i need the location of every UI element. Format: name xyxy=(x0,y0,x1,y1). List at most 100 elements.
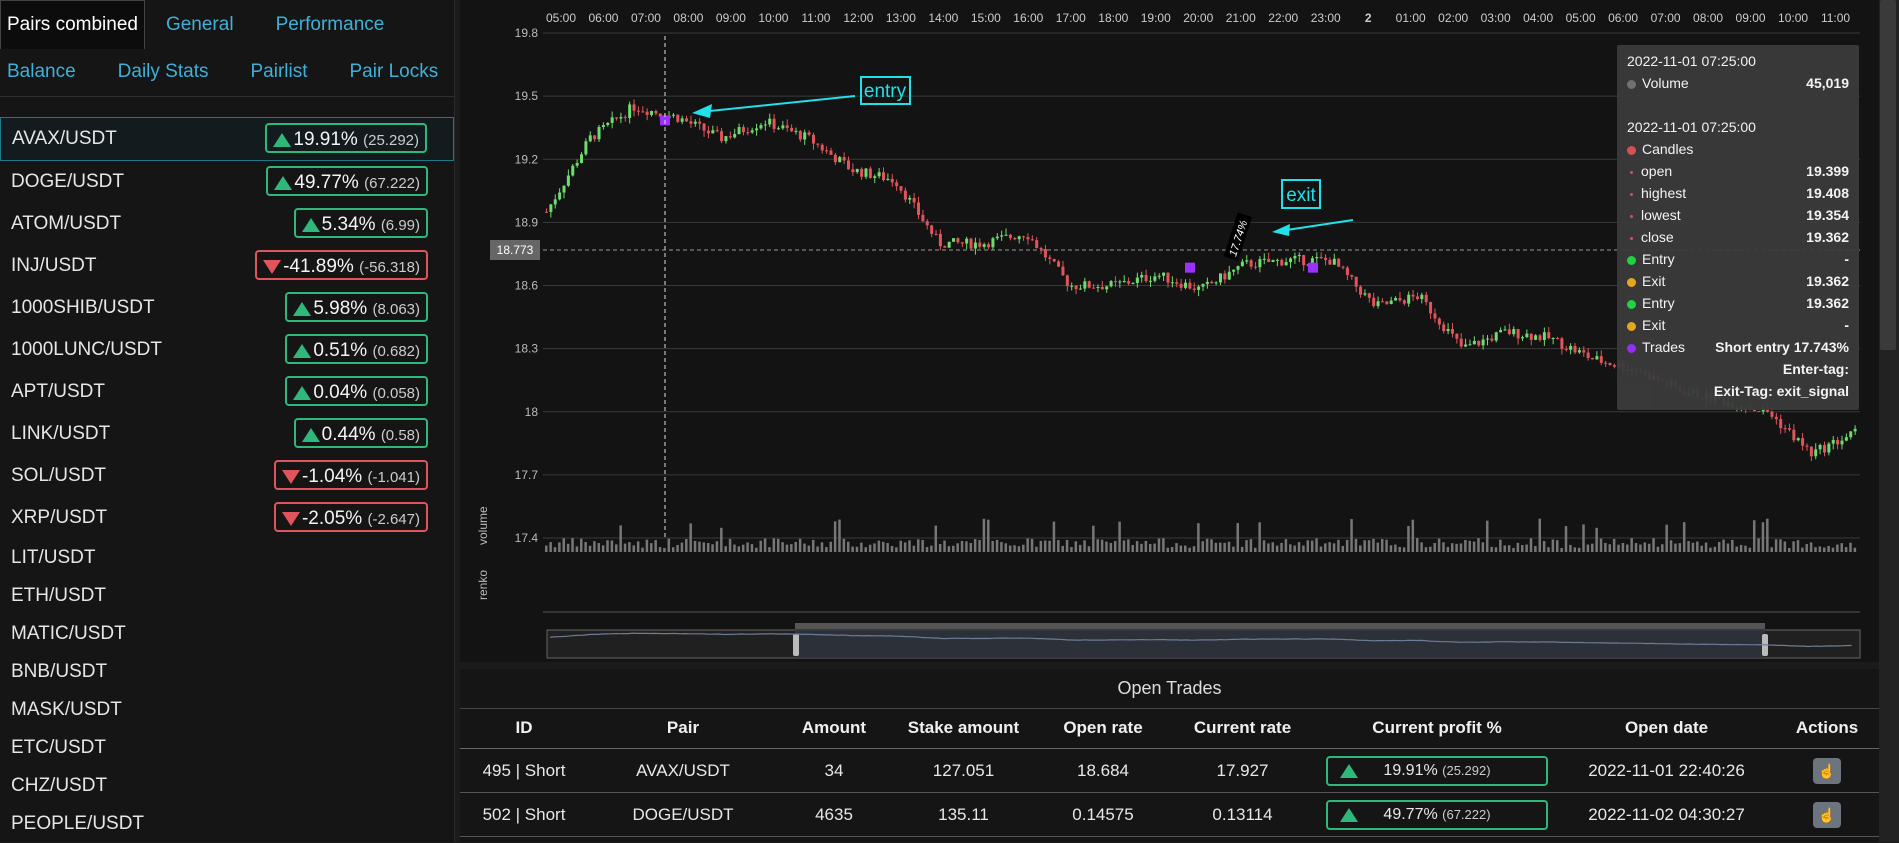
candle-body xyxy=(816,143,820,145)
tab-performance[interactable]: Performance xyxy=(275,13,385,35)
up-triangle-icon xyxy=(301,427,320,442)
candle-body xyxy=(1836,439,1840,445)
pair-item-bnb[interactable]: BNB/USDT xyxy=(0,653,454,691)
volume-bar xyxy=(1411,519,1415,552)
volume-bar xyxy=(1275,545,1279,552)
volume-bar xyxy=(1341,545,1345,552)
volume-bar xyxy=(1096,539,1099,552)
volume-bar xyxy=(1844,547,1848,552)
volume-bar xyxy=(1477,538,1480,552)
entry-dot-icon xyxy=(1627,255,1636,265)
volume-bar xyxy=(943,540,946,552)
pair-item-mask[interactable]: MASK/USDT xyxy=(0,691,454,729)
volume-bar xyxy=(1135,541,1139,552)
candle-body xyxy=(995,236,999,239)
volume-bar xyxy=(938,544,942,552)
hand-pointer-icon: ☝ xyxy=(1818,806,1836,823)
volume-bar xyxy=(1634,543,1638,552)
candle-body xyxy=(833,154,837,163)
candle-body xyxy=(1792,429,1796,441)
pair-item-inj[interactable]: INJ/USDT -41.89% (-56.318) xyxy=(0,245,454,287)
volume-bar xyxy=(1008,545,1012,552)
volume-bar xyxy=(1328,542,1331,552)
volume-bar xyxy=(1004,543,1008,552)
trades-dot-icon xyxy=(1627,343,1636,353)
pair-item-sol[interactable]: SOL/USDT -1.04% (-1.041) xyxy=(0,455,454,497)
volume-bar xyxy=(1433,543,1436,552)
tooltip-open-label: open xyxy=(1641,163,1673,179)
pair-item-apt[interactable]: APT/USDT 0.04% (0.058) xyxy=(0,371,454,413)
candle-body xyxy=(794,130,798,132)
volume-bar xyxy=(1770,547,1773,552)
profit-abs: (-1.041) xyxy=(367,469,420,486)
scrollbar-thumb[interactable] xyxy=(1880,0,1896,350)
tab-pairs-combined[interactable]: Pairs combined xyxy=(0,0,145,49)
volume-bar xyxy=(1166,547,1169,552)
volume-bar xyxy=(1459,543,1463,552)
candle-body xyxy=(1113,281,1117,283)
candle-body xyxy=(1293,255,1297,259)
profit-abs: (0.058) xyxy=(372,385,420,402)
candle-body xyxy=(1608,362,1612,366)
volume-bar xyxy=(1656,546,1660,552)
pair-item-avax[interactable]: AVAX/USDT 19.91% (25.292) xyxy=(0,117,454,161)
candle-body xyxy=(1310,258,1314,265)
trade-marker xyxy=(1185,262,1195,273)
tab-pairlist[interactable]: Pairlist xyxy=(250,61,308,82)
x-tick-label: 13:00 xyxy=(886,11,916,25)
candle-body xyxy=(882,172,886,181)
table-row[interactable]: 502 | Short DOGE/USDT 4635 135.11 0.1457… xyxy=(460,792,1879,837)
tab-balance[interactable]: Balance xyxy=(7,61,76,82)
tab-pair-locks[interactable]: Pair Locks xyxy=(349,61,439,82)
up-triangle-icon xyxy=(301,217,320,232)
pair-item-matic[interactable]: MATIC/USDT xyxy=(0,615,454,653)
candle-body xyxy=(1547,332,1551,339)
tab-general[interactable]: General xyxy=(165,13,234,35)
volume-bar xyxy=(1525,544,1528,552)
volume-bar xyxy=(1017,546,1021,552)
candle-body xyxy=(811,134,815,144)
volume-bar xyxy=(1661,544,1664,552)
pair-name: INJ/USDT xyxy=(11,255,97,276)
pair-item-doge[interactable]: DOGE/USDT 49.77% (67.222) xyxy=(0,161,454,203)
candle-body xyxy=(1805,445,1809,447)
pair-item-link[interactable]: LINK/USDT 0.44% (0.58) xyxy=(0,413,454,455)
pair-item-eth[interactable]: ETH/USDT xyxy=(0,577,454,615)
pair-item-1000lunc[interactable]: 1000LUNC/USDT 0.51% (0.682) xyxy=(0,329,454,371)
table-row[interactable]: 495 | Short AVAX/USDT 34 127.051 18.684 … xyxy=(460,748,1879,793)
col-id[interactable]: ID xyxy=(460,708,588,749)
col-current-rate[interactable]: Current rate xyxy=(1169,708,1316,749)
candle-body xyxy=(1043,249,1047,258)
datazoom-handle-bar xyxy=(795,623,1765,629)
col-amount[interactable]: Amount xyxy=(778,708,890,749)
candle-body xyxy=(584,141,588,155)
tab-daily-stats[interactable]: Daily Stats xyxy=(117,61,209,82)
pair-item-atom[interactable]: ATOM/USDT 5.34% (6.99) xyxy=(0,203,454,245)
col-open-rate[interactable]: Open rate xyxy=(1037,708,1169,749)
candlestick-chart[interactable]: 19.8 19.5 19.2 18.9 18.6 18.3 18 17.7 17.4 05:00… xyxy=(460,0,1879,662)
volume-bar xyxy=(1302,545,1305,552)
col-pair[interactable]: Pair xyxy=(588,708,778,749)
volume-bar xyxy=(566,543,570,552)
pair-item-lit[interactable]: LIT/USDT xyxy=(0,539,454,577)
actions-button[interactable]: ☝ xyxy=(1813,757,1841,784)
col-open-date[interactable]: Open date xyxy=(1558,708,1775,749)
candle-body xyxy=(1289,258,1293,263)
tooltip-entry1-value: - xyxy=(1844,251,1849,267)
up-triangle-icon xyxy=(274,175,293,190)
col-stake-amount[interactable]: Stake amount xyxy=(890,708,1037,749)
volume-bar xyxy=(645,539,649,552)
col-current-profit[interactable]: Current profit % xyxy=(1316,708,1558,749)
candle-body xyxy=(1153,276,1157,281)
cell-open-rate: 0.14575 xyxy=(1037,792,1169,837)
volume-bar xyxy=(588,545,592,552)
pair-item-people[interactable]: PEOPLE/USDT xyxy=(0,805,454,843)
pair-item-1000shib[interactable]: 1000SHIB/USDT 5.98% (8.063) xyxy=(0,287,454,329)
volume-bar xyxy=(1468,540,1471,552)
candle-body xyxy=(575,162,579,166)
actions-button[interactable]: ☝ xyxy=(1813,801,1841,828)
pair-item-etc[interactable]: ETC/USDT xyxy=(0,729,454,767)
cell-amount: 4635 xyxy=(778,792,890,837)
pair-item-chz[interactable]: CHZ/USDT xyxy=(0,767,454,805)
pair-item-xrp[interactable]: XRP/USDT -2.05% (-2.647) xyxy=(0,497,454,539)
